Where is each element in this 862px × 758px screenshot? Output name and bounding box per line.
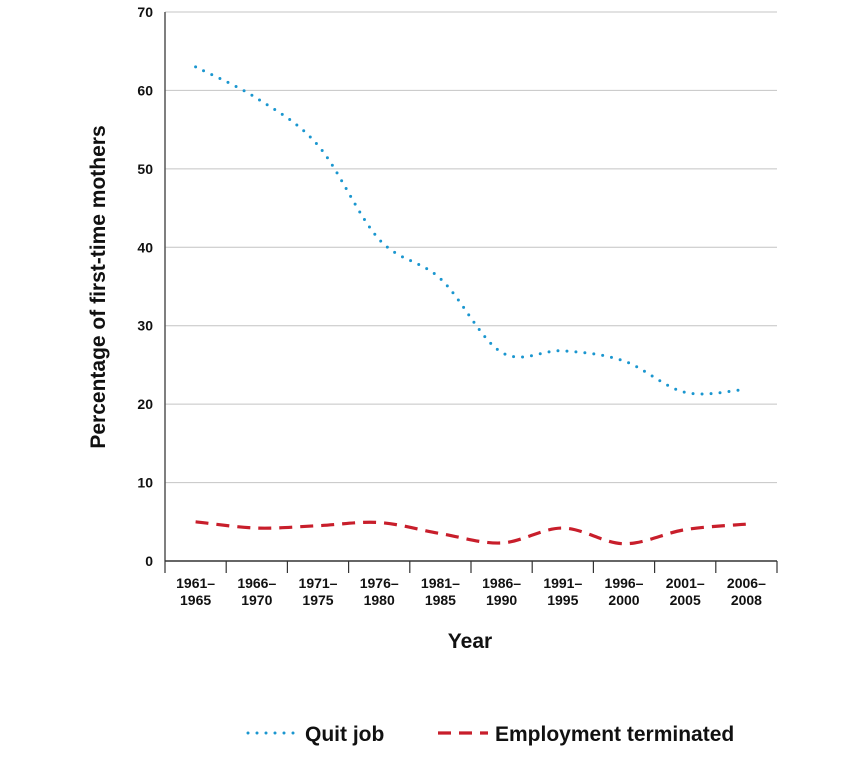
y-tick-label: 0 (145, 553, 153, 569)
y-tick-label: 20 (137, 396, 153, 412)
y-tick-label: 60 (137, 82, 153, 98)
y-axis-label: Percentage of first-time mothers (87, 125, 110, 448)
legend: Quit job Employment terminated (246, 723, 734, 746)
legend-label: Employment terminated (495, 723, 734, 746)
x-tick-label: 1971– 1975 (299, 575, 338, 608)
y-tick-label: 50 (137, 161, 153, 177)
series-line-0 (194, 65, 748, 396)
y-tick-label: 40 (137, 239, 153, 255)
x-tick-label: 1986– 1990 (482, 575, 521, 608)
x-tick-label: 2001– 2005 (666, 575, 705, 608)
series-line-1 (195, 520, 747, 546)
x-tick-label: 1966– 1970 (237, 575, 276, 608)
x-tick-label: 1996– 2000 (605, 575, 644, 608)
x-tick-label: 1991– 1995 (543, 575, 582, 608)
y-tick-label: 70 (137, 4, 153, 20)
y-tick-label: 30 (137, 318, 153, 334)
legend-label: Quit job (305, 723, 384, 746)
x-tick-label: 1961– 1965 (176, 575, 215, 608)
x-tick-label: 1981– 1985 (421, 575, 460, 608)
y-tick-label: 10 (137, 475, 153, 491)
x-axis-label: Year (448, 630, 492, 653)
x-tick-label: 2006– 2008 (727, 575, 766, 608)
x-tick-label: 1976– 1980 (360, 575, 399, 608)
